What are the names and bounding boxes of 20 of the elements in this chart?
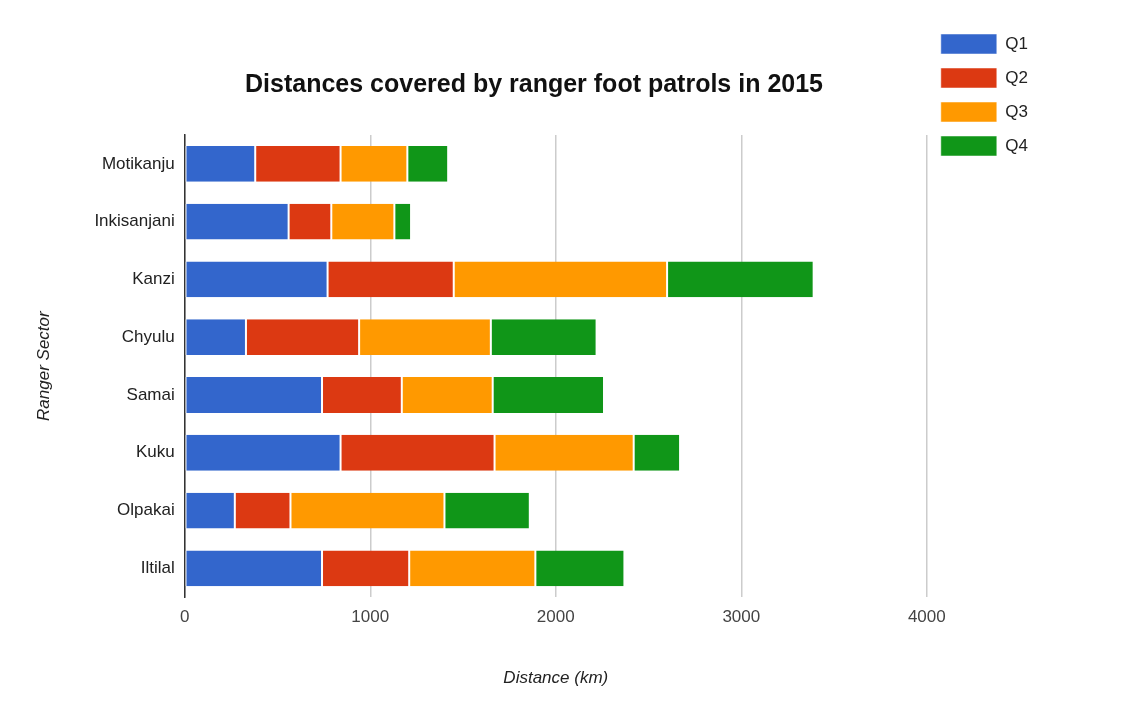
x-tick-label: 1000	[351, 607, 390, 627]
x-tick-label: 4000	[907, 607, 946, 627]
x-axis-title: Distance (km)	[503, 667, 609, 687]
y-tick-label: Kanzi	[132, 269, 175, 289]
y-tick-label: Chyulu	[121, 326, 175, 346]
x-tick-label: 0	[179, 607, 190, 627]
chart-title: Distances covered by ranger foot patrols in 2015	[245, 68, 824, 97]
y-tick-label: Samai	[126, 384, 175, 404]
x-tick-label: 3000	[722, 607, 761, 627]
y-tick-label: Motikanju	[101, 153, 175, 173]
legend-label: Q1	[1005, 33, 1029, 53]
y-axis-title: Ranger Sector	[33, 309, 53, 421]
x-tick-label: 2000	[536, 607, 575, 627]
y-tick-label: Inkisanjani	[94, 211, 175, 231]
y-tick-label: Iltilal	[140, 558, 175, 577]
legend-label: Q2	[1005, 67, 1029, 87]
y-tick-label: Kuku	[135, 442, 175, 462]
legend-label: Q4	[1005, 135, 1029, 155]
y-tick-label: Olpakai	[117, 500, 175, 520]
legend-label: Q3	[1005, 101, 1029, 121]
